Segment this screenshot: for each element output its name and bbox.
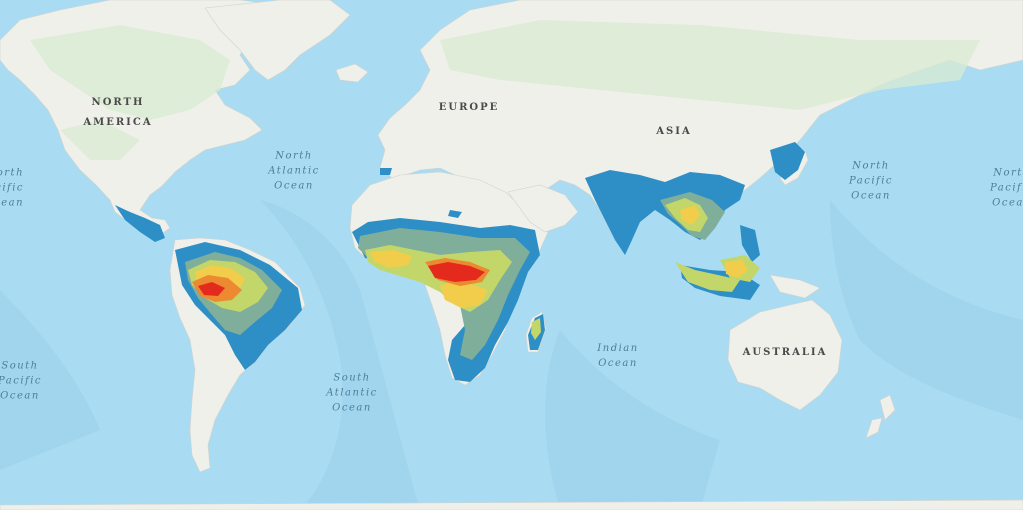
label-south-pacific-line-1: South (1, 360, 39, 372)
label-north-pacific-west-line-1: North (0, 167, 25, 179)
label-europe: EUROPE (438, 102, 500, 113)
label-north-america-line-2: AMERICA (83, 117, 153, 128)
label-north-pacific-east-edge-line-1: North (993, 167, 1023, 179)
label-south-atlantic-line-2: Atlantic (326, 387, 378, 399)
label-north-america-line-1: NORTH (91, 97, 145, 108)
label-north-atlantic-line-2: Atlantic (268, 165, 320, 177)
label-north-atlantic-line-1: North (275, 150, 313, 162)
arabia-land (507, 184, 579, 233)
label-indian-ocean-line-2: Ocean (598, 358, 638, 369)
label-south-pacific-line-2: Pacific (0, 375, 43, 387)
data-class-6-regions (198, 262, 485, 296)
label-north-pacific-ocean: North Pacific Ocean (849, 159, 893, 204)
label-north-pacific-line-3: Ocean (851, 190, 891, 202)
label-south-pacific-ocean: South Pacific Ocean (0, 359, 42, 404)
new-guinea-land (769, 274, 821, 299)
label-north-atlantic-ocean: North Atlantic Ocean (268, 149, 319, 194)
new-zealand-south (865, 417, 883, 439)
label-south-atlantic-ocean: South Atlantic Ocean (326, 371, 377, 416)
antarctica-edge (0, 499, 1023, 510)
label-north-pacific-ocean-west: North Pacific Ocean (0, 166, 24, 211)
label-north-america: NORTH AMERICA (83, 93, 152, 133)
vegetation-tint (30, 20, 980, 160)
iceland-land (335, 63, 369, 83)
label-asia: ASIA (656, 126, 692, 137)
label-australia: AUSTRALIA (742, 347, 828, 358)
label-indian-ocean: Indian Ocean (597, 341, 638, 371)
label-north-atlantic-line-3: Ocean (274, 180, 314, 192)
label-south-pacific-line-3: Ocean (0, 390, 40, 402)
greenland-land (204, 0, 351, 81)
label-north-pacific-ocean-east-edge: North Pacific Ocean (990, 166, 1023, 211)
label-indian-ocean-line-1: Indian (597, 343, 639, 354)
label-north-pacific-east-edge-line-3: Ocean (992, 197, 1023, 209)
deep-ocean-shading (0, 200, 1023, 510)
label-south-atlantic-line-3: Ocean (332, 402, 372, 414)
label-north-pacific-east-edge-line-2: Pacific (989, 182, 1023, 194)
australia-land (727, 299, 843, 411)
label-north-pacific-line-2: Pacific (848, 175, 894, 187)
label-north-pacific-west-line-2: Pacific (0, 182, 25, 194)
label-south-atlantic-line-1: South (333, 372, 371, 384)
label-north-pacific-west-line-3: Ocean (0, 197, 25, 209)
new-zealand-land (879, 394, 896, 421)
label-north-pacific-line-1: North (852, 160, 890, 172)
